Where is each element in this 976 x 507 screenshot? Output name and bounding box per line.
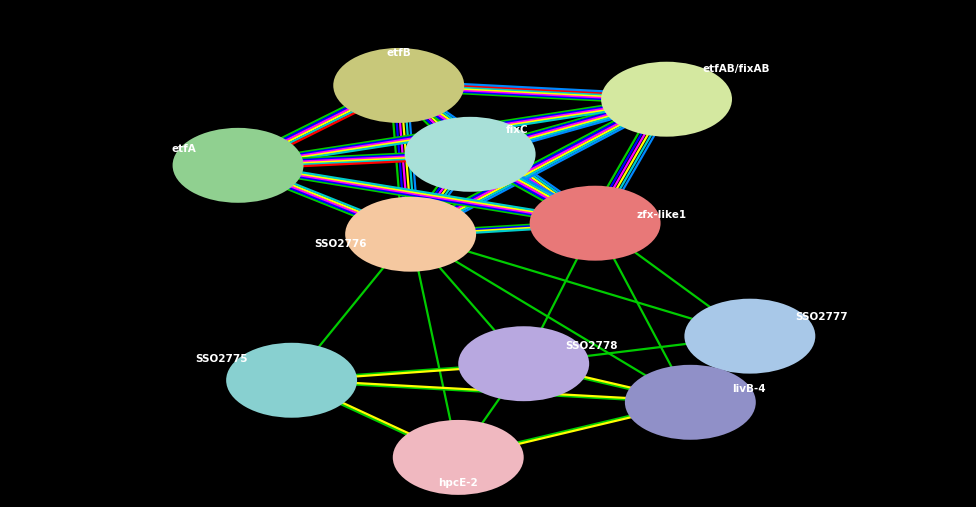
Ellipse shape <box>625 365 755 440</box>
Ellipse shape <box>530 186 661 261</box>
Text: etfA: etfA <box>172 144 196 154</box>
Text: zfx-like1: zfx-like1 <box>636 210 687 220</box>
Ellipse shape <box>405 117 536 192</box>
Text: hpcE-2: hpcE-2 <box>438 478 478 488</box>
Text: livB-4: livB-4 <box>732 383 765 393</box>
Text: SSO2778: SSO2778 <box>565 341 618 351</box>
Text: SSO2777: SSO2777 <box>795 312 848 322</box>
Ellipse shape <box>392 420 524 495</box>
Ellipse shape <box>226 343 357 418</box>
Text: etfB: etfB <box>386 48 411 58</box>
Ellipse shape <box>684 299 815 374</box>
Ellipse shape <box>346 197 476 272</box>
Text: fixC: fixC <box>506 125 528 135</box>
Text: SSO2776: SSO2776 <box>314 239 367 248</box>
Ellipse shape <box>601 62 732 137</box>
Ellipse shape <box>173 128 304 203</box>
Text: etfAB/fixAB: etfAB/fixAB <box>703 64 770 75</box>
Ellipse shape <box>459 326 590 401</box>
Ellipse shape <box>333 48 465 123</box>
Text: SSO2775: SSO2775 <box>195 354 248 364</box>
